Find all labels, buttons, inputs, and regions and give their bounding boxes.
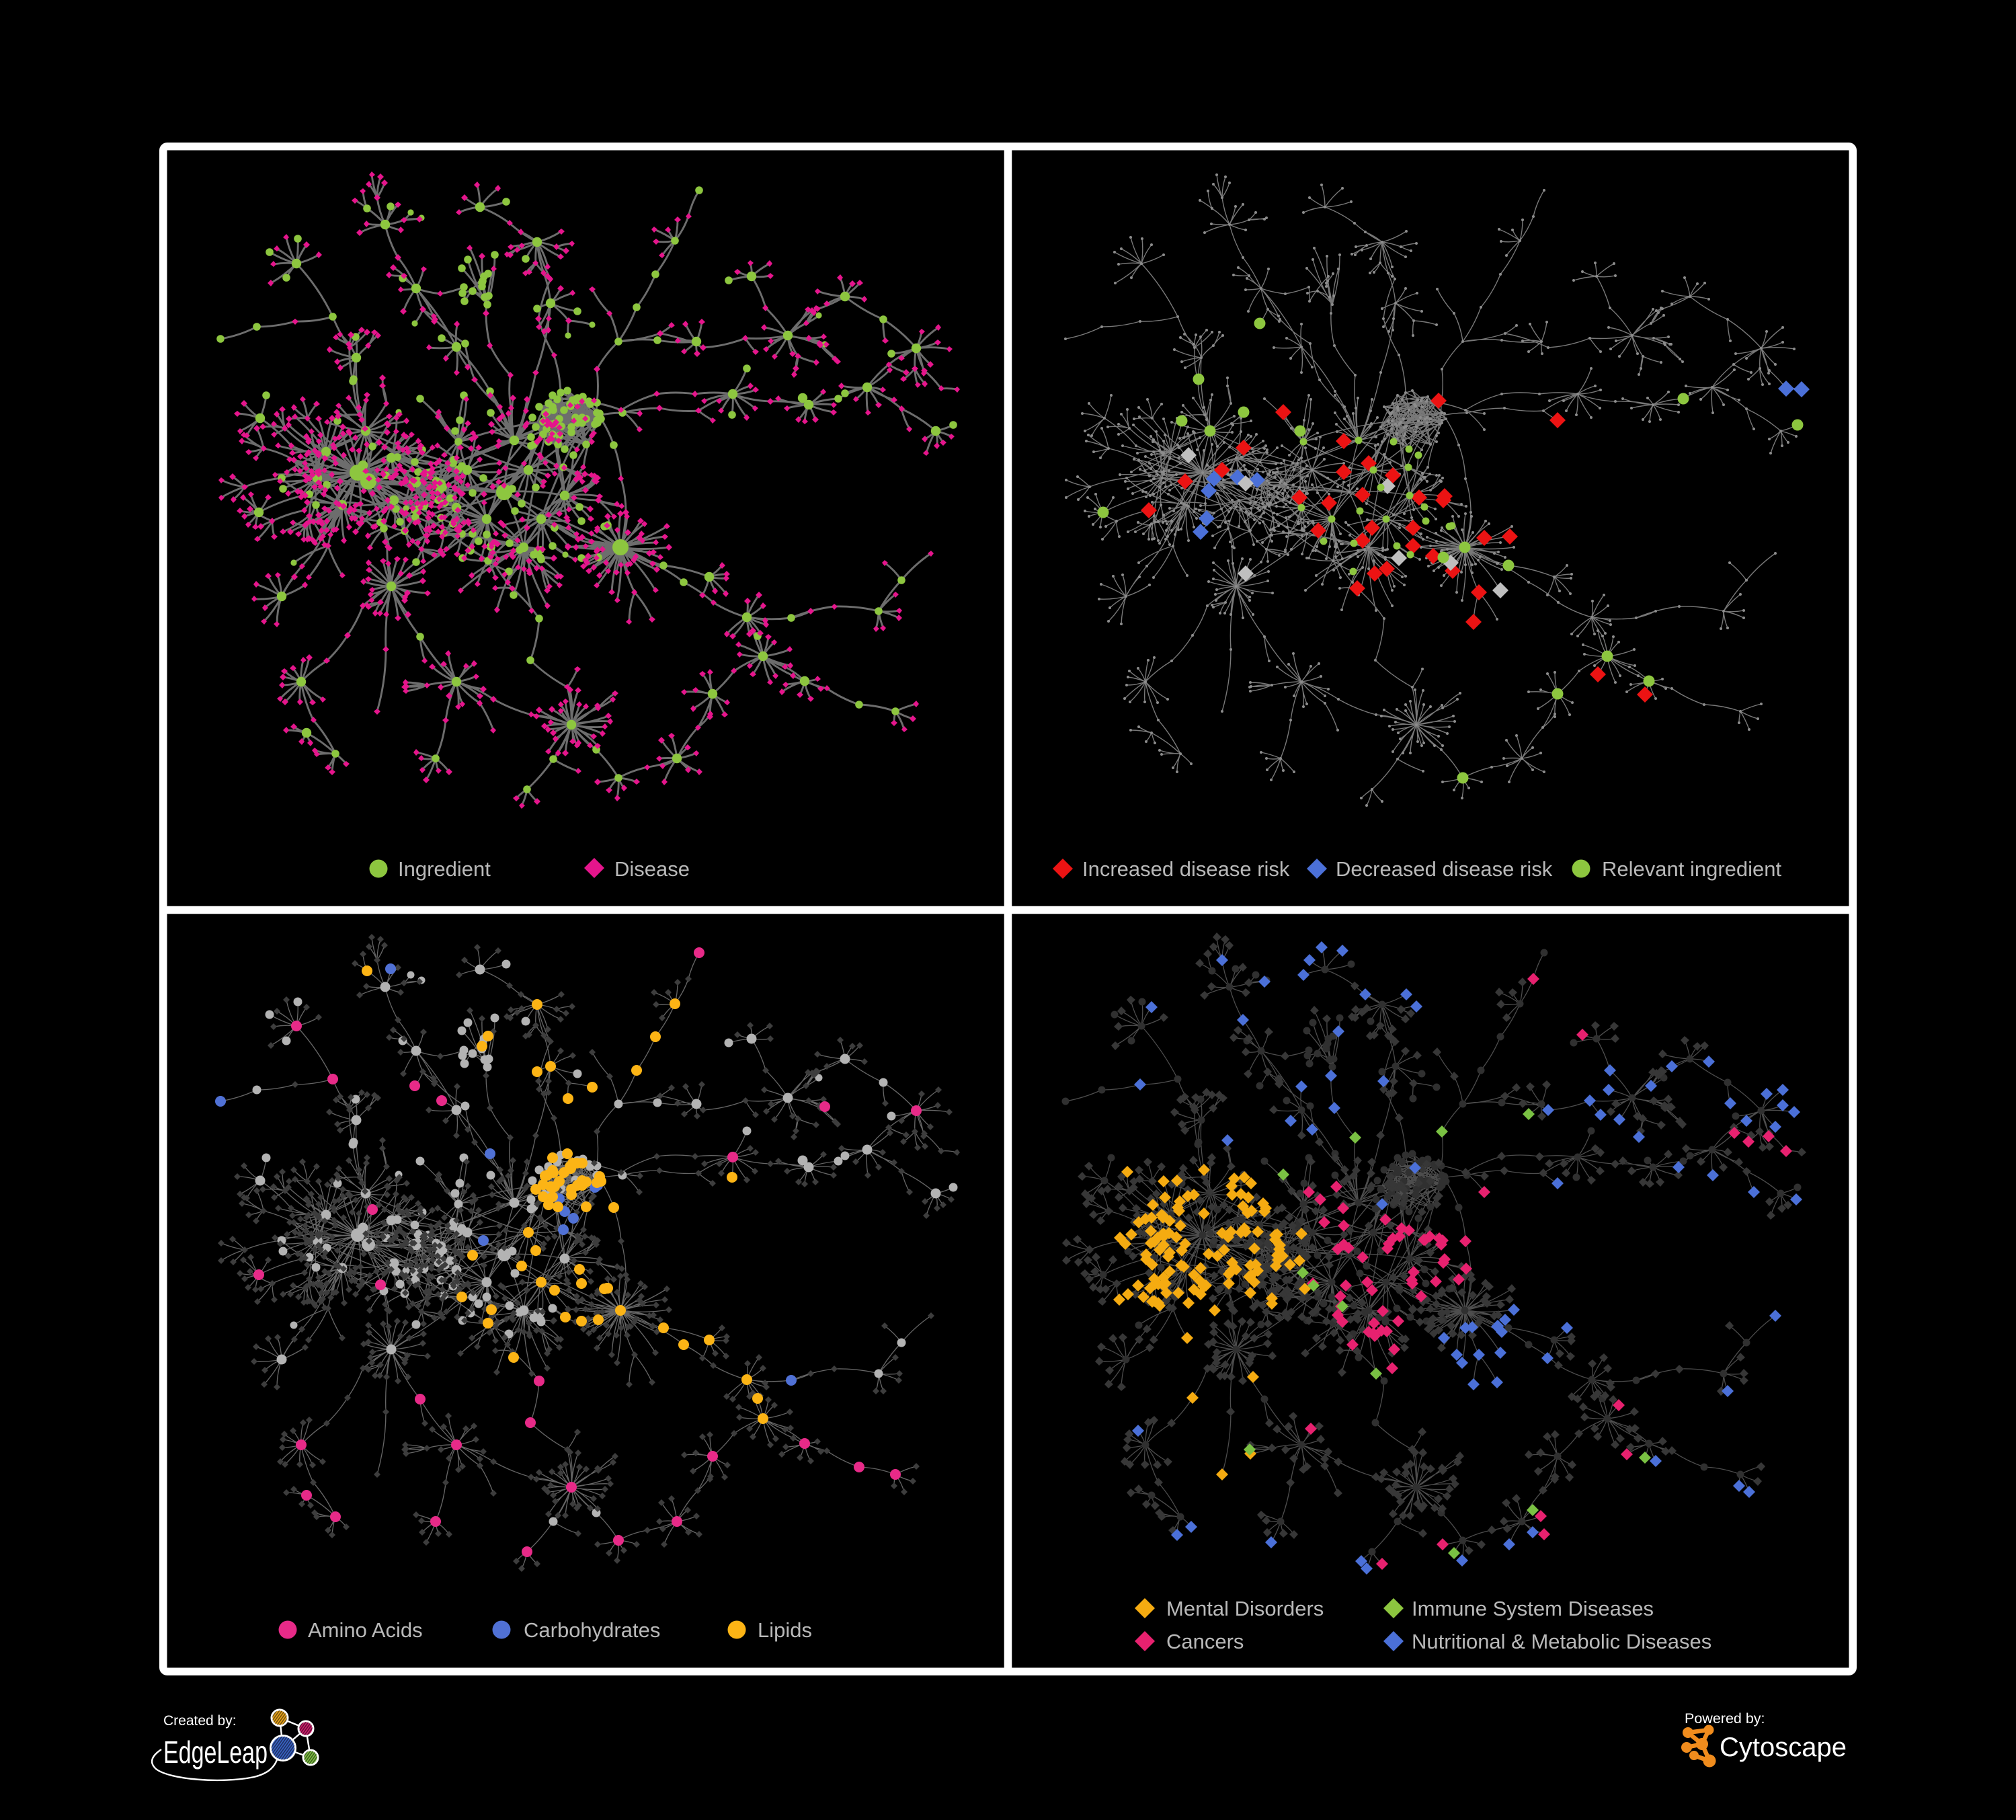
- svg-text:Mental Disorders: Mental Disorders: [1166, 1597, 1324, 1620]
- svg-text:EdgeLeap: EdgeLeap: [163, 1735, 268, 1770]
- svg-text:Disease: Disease: [614, 857, 690, 881]
- svg-text:Increased disease risk: Increased disease risk: [1082, 857, 1290, 881]
- svg-text:Lipids: Lipids: [758, 1618, 812, 1642]
- svg-text:Nutritional & Metabolic Diseas: Nutritional & Metabolic Diseases: [1412, 1630, 1711, 1653]
- svg-text:Carbohydrates: Carbohydrates: [524, 1618, 660, 1642]
- svg-text:Powered by:: Powered by:: [1685, 1710, 1765, 1727]
- svg-text:Cancers: Cancers: [1166, 1630, 1244, 1653]
- svg-text:Immune System Diseases: Immune System Diseases: [1412, 1597, 1654, 1620]
- svg-text:Decreased disease risk: Decreased disease risk: [1336, 857, 1553, 881]
- svg-text:Ingredient: Ingredient: [398, 857, 491, 881]
- svg-text:Cytoscape: Cytoscape: [1720, 1733, 1847, 1762]
- svg-text:Created by:: Created by:: [163, 1713, 237, 1729]
- svg-text:Amino Acids: Amino Acids: [308, 1618, 423, 1642]
- svg-text:Relevant ingredient: Relevant ingredient: [1602, 857, 1782, 881]
